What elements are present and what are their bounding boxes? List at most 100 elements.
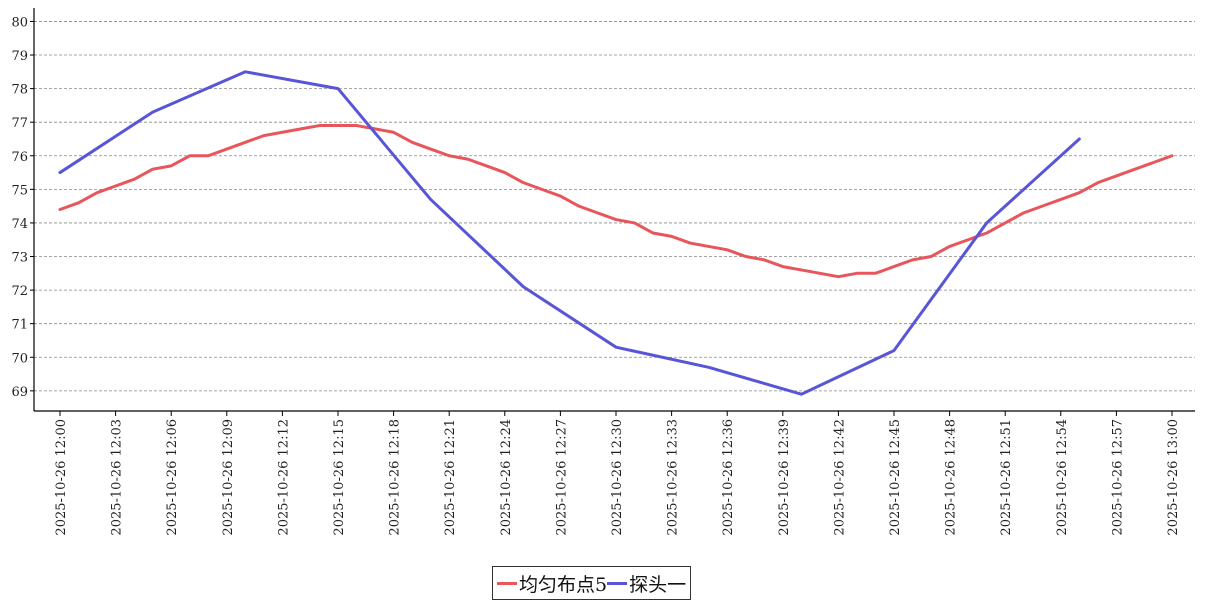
x-tick-label: 2025-10-26 12:45 [888, 419, 903, 536]
data-point-series-1 [930, 255, 932, 258]
data-point-series-1 [633, 222, 636, 224]
data-point-series-2 [893, 349, 895, 352]
x-tick-label: 2025-10-26 12:42 [832, 419, 847, 536]
data-point-series-1 [1097, 182, 1099, 184]
data-point-series-1 [986, 232, 988, 234]
legend-swatch-series-1 [497, 581, 517, 585]
x-tick-label: 2025-10-26 12:30 [610, 419, 625, 536]
x-tick-label: 2025-10-26 12:36 [721, 419, 736, 536]
data-point-series-1 [708, 245, 710, 248]
y-tick-label: 75 [11, 183, 28, 198]
data-point-series-1 [337, 124, 339, 127]
x-tick-label: 2025-10-26 12:00 [54, 419, 69, 536]
data-point-series-1 [133, 178, 135, 180]
data-point-series-1 [726, 249, 728, 251]
data-point-series-1 [819, 272, 821, 274]
series-line-2 [58, 70, 1081, 396]
y-tick-label: 79 [11, 49, 28, 64]
data-point-series-2 [152, 111, 154, 113]
data-point-series-1 [837, 276, 840, 278]
y-tick-label: 69 [11, 385, 28, 400]
grid-lines [34, 21, 1195, 392]
x-tick-label: 2025-10-26 12:24 [499, 419, 514, 536]
x-tick-label: 2025-10-26 12:27 [554, 419, 569, 536]
legend-label-series-1: 均匀布点5 [519, 573, 608, 596]
data-point-series-1 [244, 141, 246, 143]
data-point-series-2 [59, 171, 61, 174]
y-tick-label: 71 [11, 318, 28, 333]
legend-swatch-series-2 [607, 581, 628, 585]
data-point-series-2 [986, 222, 988, 224]
data-point-series-1 [96, 192, 98, 194]
data-point-series-1 [411, 141, 413, 143]
x-tick-label: 2025-10-26 12:06 [165, 419, 180, 536]
x-tick-label: 2025-10-26 12:09 [221, 419, 236, 536]
data-point-series-1 [430, 148, 432, 150]
data-point-series-1 [485, 165, 487, 167]
legend-item-series-2: 探头一 [607, 570, 686, 597]
data-point-series-2 [1078, 138, 1080, 140]
data-point-series-1 [967, 239, 969, 241]
x-tick-label: 2025-10-26 13:00 [1166, 419, 1181, 536]
data-point-series-1 [745, 255, 747, 258]
data-point-series-1 [541, 188, 543, 190]
data-point-series-1 [911, 259, 914, 261]
data-point-series-1 [300, 128, 302, 130]
data-point-series-2 [522, 286, 524, 288]
data-point-series-2 [244, 71, 246, 73]
x-tick-label: 2025-10-26 12:33 [666, 419, 681, 536]
y-tick-label: 76 [11, 150, 28, 165]
data-point-series-1 [226, 148, 228, 150]
data-point-series-1 [59, 208, 61, 211]
data-point-series-1 [893, 265, 895, 268]
legend-label-series-2: 探头一 [629, 573, 687, 596]
data-point-series-1 [1078, 192, 1080, 194]
data-point-series-1 [559, 195, 562, 197]
data-point-series-1 [763, 259, 765, 261]
y-tick-label: 74 [11, 217, 28, 232]
data-point-series-1 [504, 171, 506, 174]
data-point-series-1 [1152, 161, 1155, 164]
data-point-series-1 [467, 158, 469, 160]
data-point-series-1 [1004, 222, 1006, 224]
x-tick-label: 2025-10-26 12:03 [110, 419, 125, 536]
y-tick-label: 70 [11, 351, 28, 366]
data-point-series-1 [170, 165, 172, 167]
x-tick-label: 2025-10-26 12:12 [276, 419, 291, 536]
data-point-series-1 [77, 202, 80, 204]
data-point-series-1 [689, 242, 691, 244]
data-point-series-1 [578, 205, 580, 207]
data-point-series-1 [856, 272, 858, 274]
x-tick-label: 2025-10-26 12:51 [999, 419, 1014, 536]
data-point-series-1 [115, 185, 117, 187]
x-tick-label: 2025-10-26 12:21 [443, 419, 458, 536]
data-point-series-1 [281, 131, 283, 133]
data-point-series-1 [615, 218, 617, 221]
y-tick-label: 72 [11, 284, 28, 299]
data-point-series-1 [949, 245, 951, 248]
data-point-series-1 [263, 135, 265, 137]
series-lines [58, 70, 1174, 396]
x-tick-label: 2025-10-26 12:54 [1055, 419, 1070, 536]
data-point-series-2 [615, 346, 617, 348]
data-point-series-1 [522, 182, 524, 184]
data-point-series-2 [337, 88, 339, 90]
x-tick-label: 2025-10-26 12:48 [944, 419, 959, 536]
data-point-series-1 [1115, 175, 1117, 177]
x-tick-label: 2025-10-26 12:15 [332, 419, 347, 536]
data-point-series-2 [800, 393, 802, 395]
y-axis-ticks: 69 70 71 72 73 74 75 76 77 78 79 80 [11, 15, 34, 400]
y-tick-label: 80 [11, 15, 28, 30]
data-point-series-1 [393, 131, 395, 133]
data-point-series-2 [708, 366, 710, 368]
legend-item-series-1: 均匀布点5 [497, 570, 607, 597]
data-point-series-1 [874, 272, 877, 274]
data-point-series-1 [1060, 198, 1062, 201]
x-axis-ticks: 2025-10-26 12:00 2025-10-26 12:03 2025-10-… [54, 411, 1181, 536]
y-tick-label: 73 [11, 251, 28, 266]
series-line-1 [58, 124, 1174, 279]
data-point-series-1 [652, 232, 654, 234]
data-point-series-1 [355, 124, 358, 127]
x-tick-label: 2025-10-26 12:18 [388, 419, 403, 536]
data-point-series-1 [782, 265, 784, 268]
